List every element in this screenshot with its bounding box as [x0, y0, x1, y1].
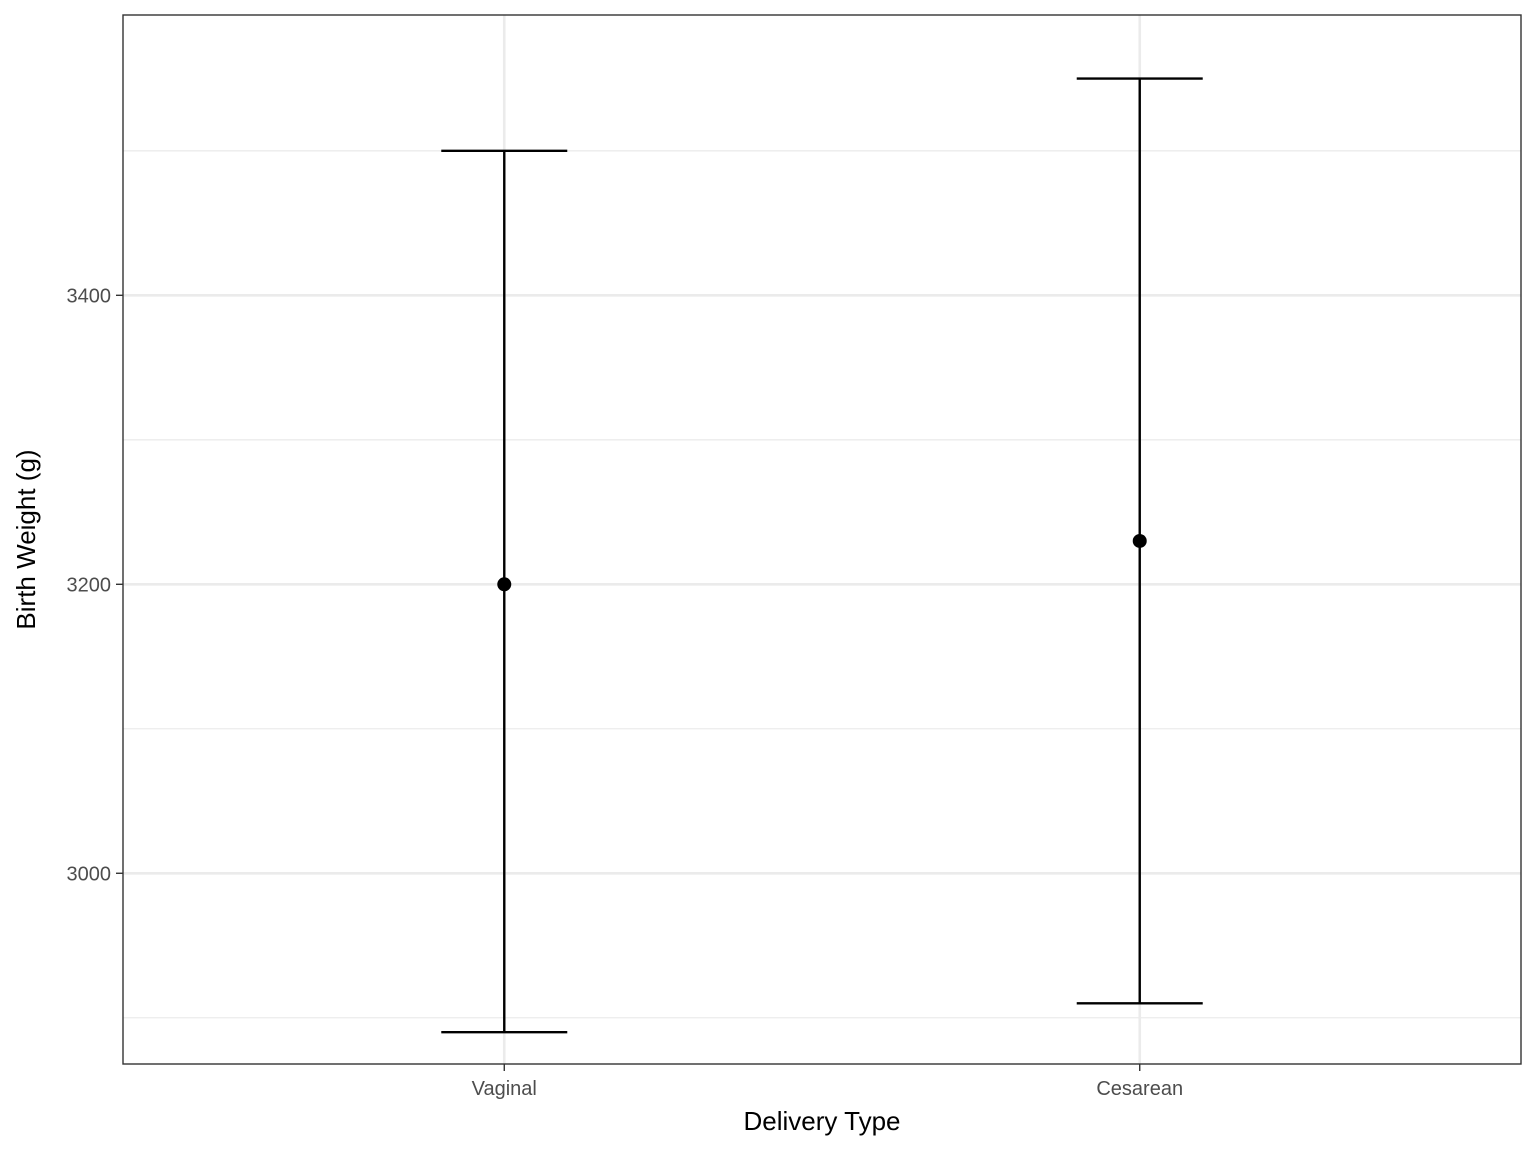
y-tick-label: 3400 [67, 285, 112, 307]
x-axis-title: Delivery Type [743, 1106, 900, 1136]
error-bar-series [441, 77, 1203, 1034]
y-tick-label: 3000 [67, 863, 112, 885]
y-axis: 3000 3200 3400 [67, 285, 123, 885]
error-bar-group [441, 149, 568, 1034]
error-bar-group [1076, 77, 1203, 1005]
x-tick-label: Vaginal [472, 1078, 537, 1100]
panel-border [122, 14, 1522, 1065]
mean-point [1132, 533, 1147, 548]
y-tick-label: 3200 [67, 574, 112, 596]
x-axis: Vaginal Cesarean [472, 1064, 1183, 1100]
y-axis-title: Birth Weight (g) [11, 449, 41, 629]
mean-point [497, 577, 512, 592]
x-tick-label: Cesarean [1096, 1078, 1183, 1100]
minor-gridlines [123, 150, 1521, 1019]
